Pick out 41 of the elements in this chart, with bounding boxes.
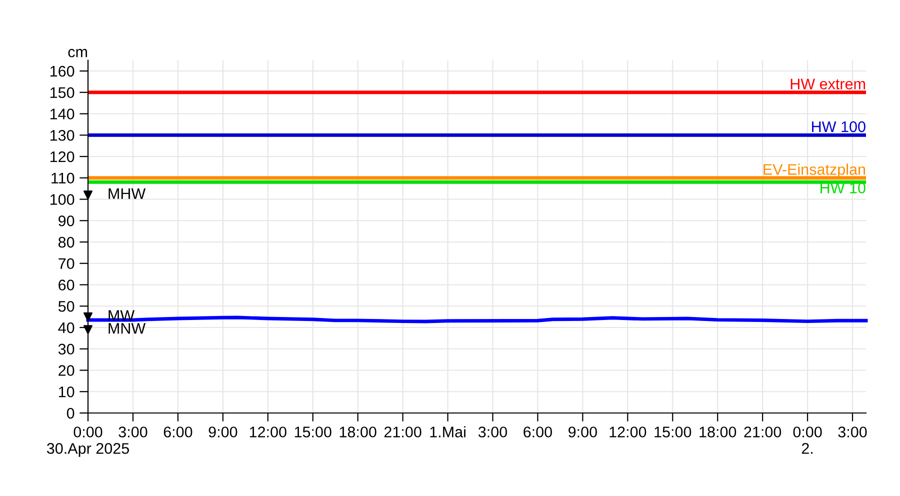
x-tick-label: 18:00 bbox=[700, 426, 736, 438]
y-tick-label: 120 bbox=[50, 151, 74, 162]
x-tick-label: 9:00 bbox=[568, 426, 597, 438]
y-tick-label: 50 bbox=[58, 300, 74, 312]
y-tick-label: 150 bbox=[50, 87, 74, 98]
y-tick-label: 20 bbox=[58, 365, 74, 376]
y-tick-label: 0 bbox=[66, 408, 74, 419]
x-tick-label: 12:00 bbox=[250, 426, 286, 438]
x-tick-label: 1.Mai bbox=[430, 426, 466, 438]
y-tick-label: 110 bbox=[52, 172, 74, 184]
y-tick-label: 60 bbox=[58, 280, 74, 290]
series-label: MNW bbox=[108, 323, 146, 334]
x-tick-label: 6:00 bbox=[524, 426, 552, 438]
y-tick-label: 70 bbox=[58, 258, 74, 270]
x-tick-label: 21:00 bbox=[384, 426, 422, 438]
series-label: MHW bbox=[108, 188, 146, 199]
ref-line-label: HW 100 bbox=[812, 121, 866, 132]
x-tick-label: 12:00 bbox=[610, 426, 646, 438]
x-tick-label: 18:00 bbox=[340, 426, 376, 438]
y-axis-title: cm bbox=[68, 48, 87, 58]
x-tick-label: 6:00 bbox=[164, 426, 192, 438]
x-tick-label: 15:00 bbox=[654, 426, 692, 438]
x-tick-label: 15:00 bbox=[294, 426, 332, 438]
series-label: MW bbox=[108, 310, 135, 321]
y-tick-label: 10 bbox=[58, 386, 74, 398]
y-tick-label: 40 bbox=[58, 322, 74, 334]
y-tick-label: 160 bbox=[50, 66, 74, 77]
x-tick-label: 9:00 bbox=[208, 426, 238, 438]
y-tick-label: 30 bbox=[58, 344, 74, 355]
x-tick-label: 21:00 bbox=[744, 426, 782, 438]
ref-line-label: HW extrem bbox=[790, 78, 865, 90]
y-tick-label: 80 bbox=[58, 236, 74, 248]
ref-line-label: EV-Einsatzplan bbox=[764, 164, 866, 178]
x-tick-label: 3:00 bbox=[118, 426, 148, 438]
y-tick-label: 90 bbox=[58, 215, 74, 226]
x-tick-label: 3:00 bbox=[478, 426, 508, 438]
x-tick-label: 3:00 bbox=[838, 426, 867, 438]
x-tick-label: 0:00 2. bbox=[793, 426, 822, 454]
y-tick-label: 140 bbox=[50, 108, 74, 120]
y-tick-label: 100 bbox=[50, 194, 74, 205]
y-tick-label: 130 bbox=[50, 130, 74, 141]
